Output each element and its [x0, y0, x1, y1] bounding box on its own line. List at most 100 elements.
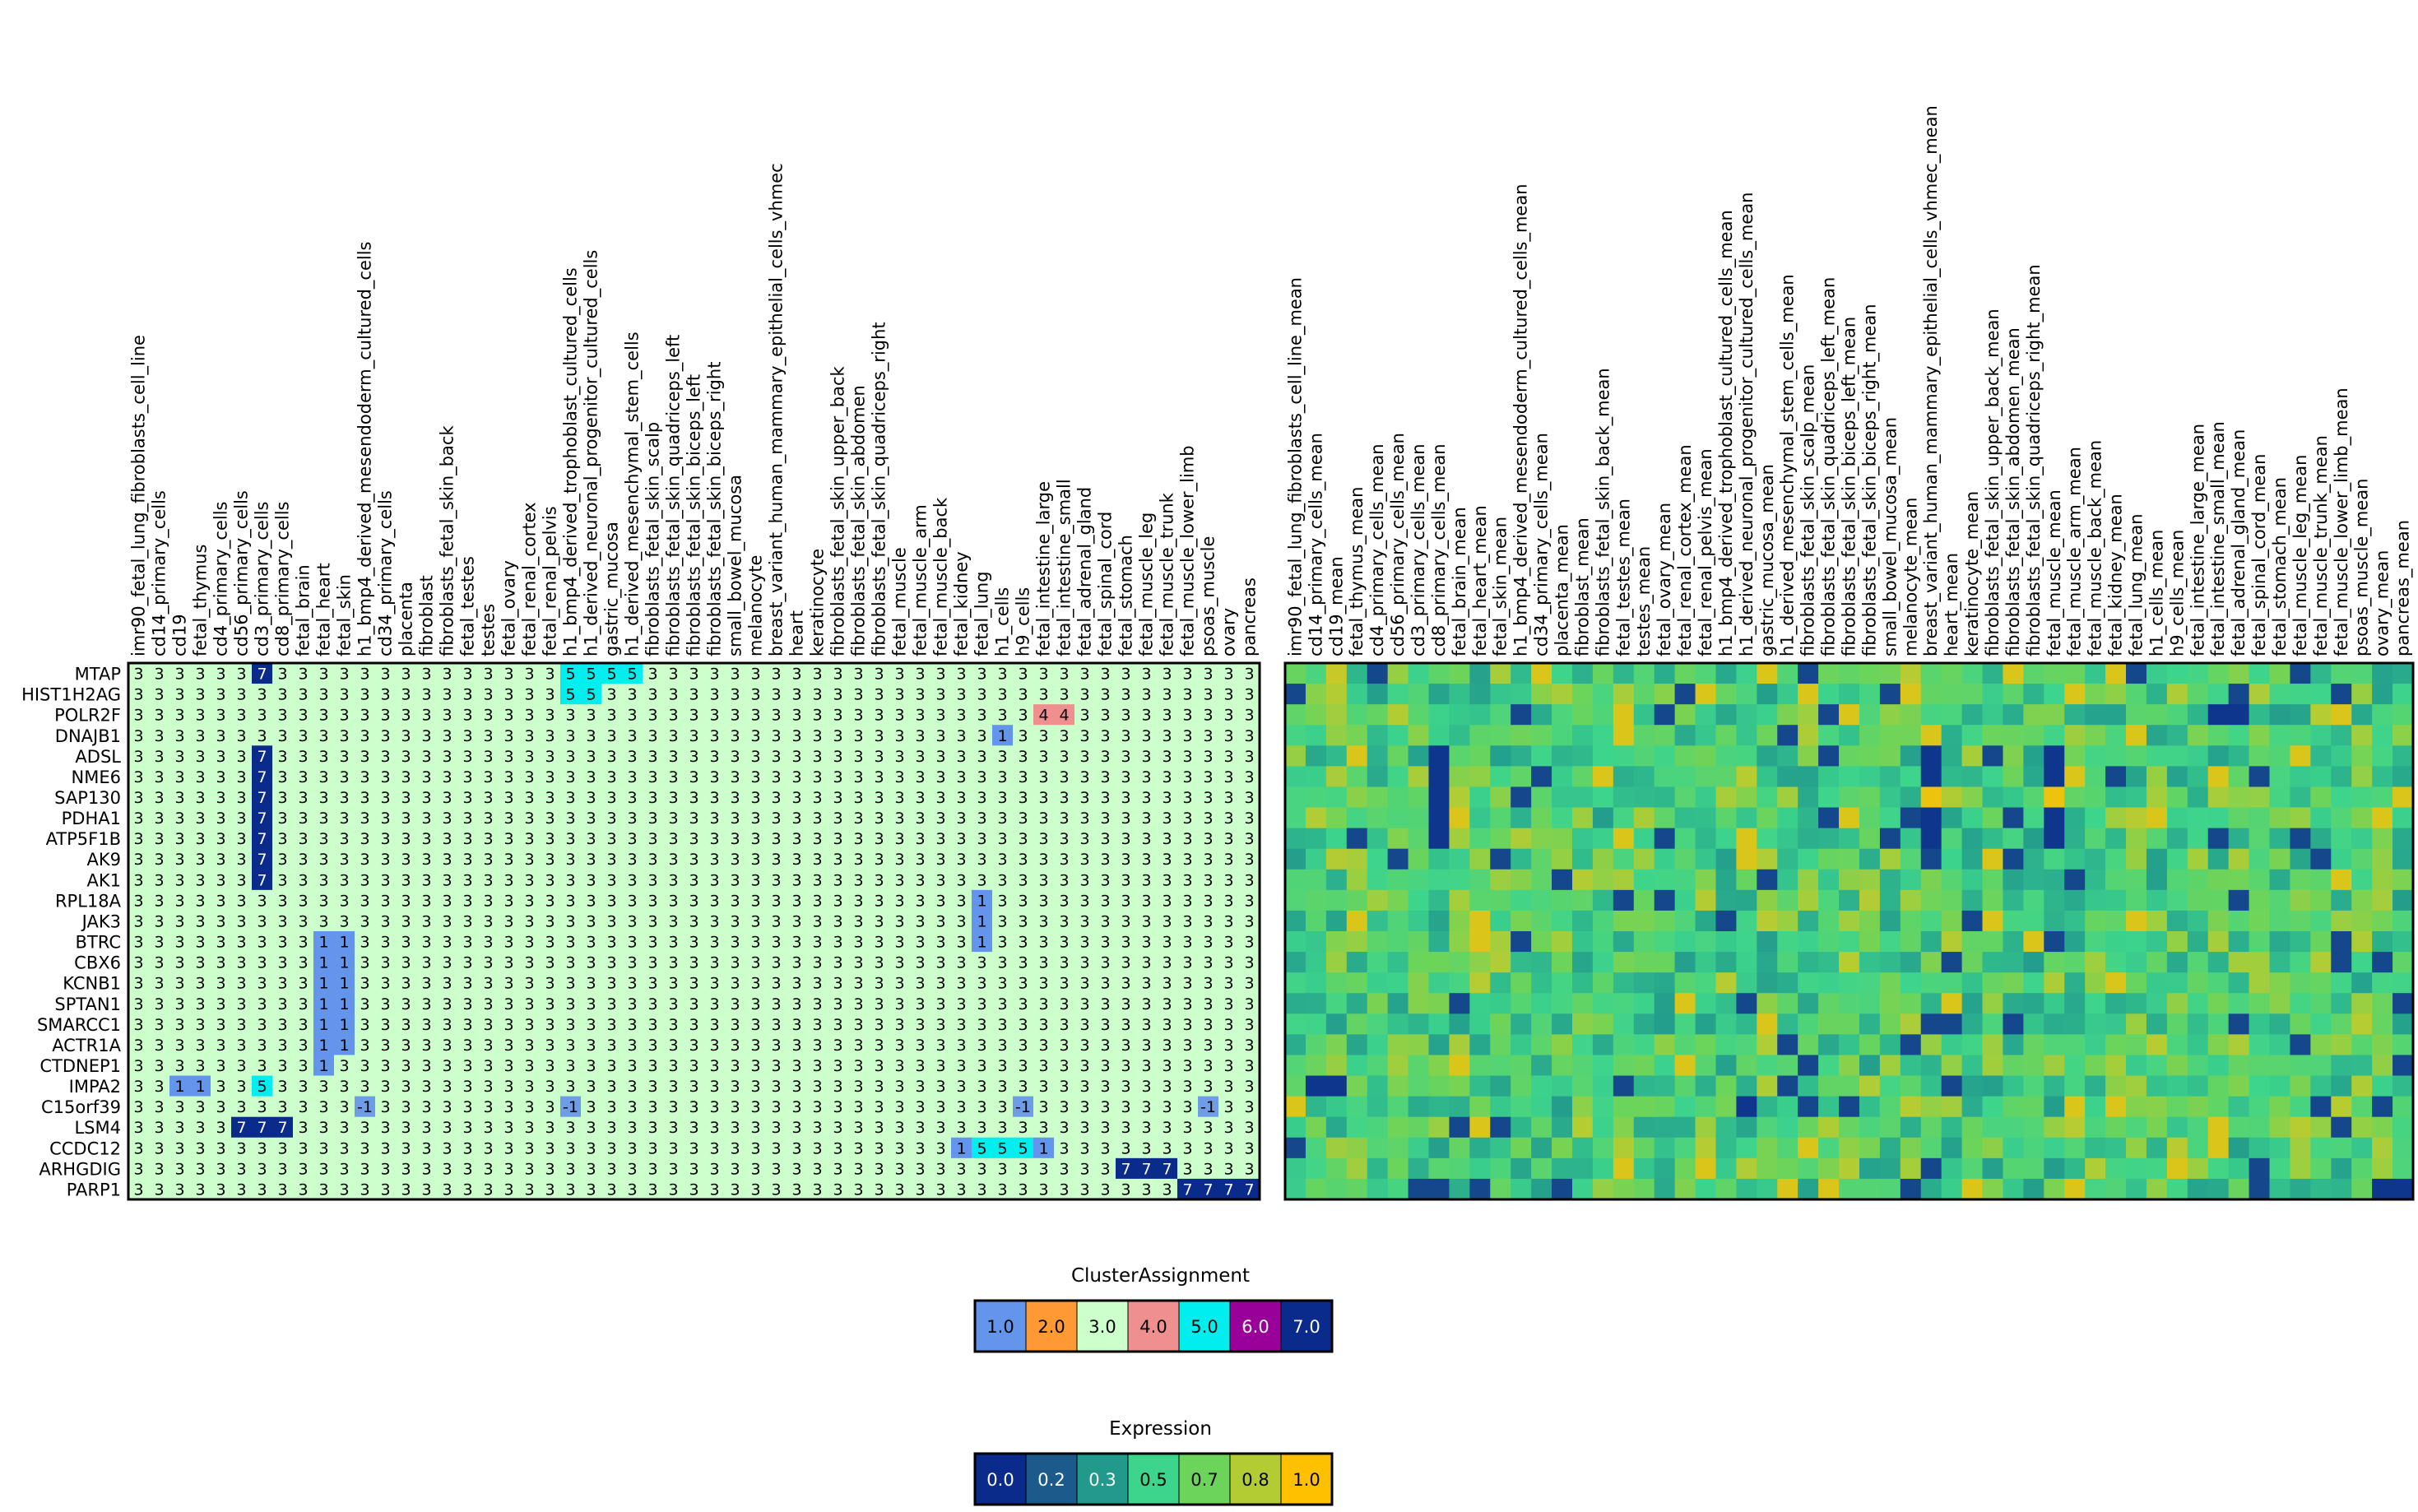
- expression-cell: [1674, 1096, 1696, 1118]
- cluster-cell-label: 3: [647, 707, 657, 725]
- expression-cell: [2003, 1055, 2024, 1076]
- column-label: fetal_thymus: [191, 545, 211, 656]
- cluster-cell-label: 3: [1203, 892, 1213, 910]
- cluster-cell-label: 3: [668, 912, 678, 930]
- cluster-cell: [643, 663, 664, 684]
- expression-cell: [1982, 910, 2003, 932]
- column-label: fibroblasts_fetal_skin_back: [438, 425, 458, 656]
- cluster-cell-label: 3: [689, 727, 698, 745]
- column-label: cd19: [170, 614, 190, 656]
- column-label: cd34_primary_cells_mean: [1532, 433, 1552, 656]
- cluster-cell-label: 3: [298, 666, 308, 684]
- expression-cell: [1818, 1178, 1840, 1200]
- cluster-cell-label: 3: [380, 892, 390, 910]
- cluster-cell-label: 3: [730, 1057, 740, 1075]
- cluster-cell-label: 3: [730, 892, 740, 910]
- cluster-cell-label: 3: [421, 768, 431, 786]
- expression-cell: [1777, 1034, 1798, 1055]
- expression-cell: [1982, 1137, 2003, 1159]
- expression-cell: [1736, 1034, 1757, 1055]
- cluster-cell-label: 3: [1079, 975, 1089, 993]
- cluster-cell-label: 3: [174, 789, 184, 807]
- cluster-cell-label: 3: [1141, 1016, 1151, 1034]
- cluster-cell-label: 3: [935, 1119, 945, 1137]
- expression-cell: [1757, 889, 1778, 911]
- expression-cell: [2105, 910, 2127, 932]
- cluster-cell-label: 3: [1141, 748, 1151, 766]
- row-label: ADSL: [75, 747, 121, 767]
- cluster-cell-label: 3: [1244, 666, 1254, 684]
- expression-cell: [1305, 1096, 1327, 1118]
- expression-cell: [2351, 1116, 2373, 1139]
- expression-cell: [2187, 663, 2209, 684]
- cluster-cell-label: 3: [771, 809, 781, 828]
- expression-cell: [1552, 725, 1573, 746]
- cluster-cell-label: 3: [894, 851, 904, 869]
- cluster-cell: [1033, 745, 1055, 767]
- cluster-cell-label: 3: [1223, 686, 1233, 704]
- column-label: h1_derived_neuronal_progenitor_cultured_…: [582, 250, 602, 656]
- cluster-cell-label: 7: [257, 666, 267, 684]
- expression-cell: [1818, 889, 1840, 911]
- expression-cell: [1305, 704, 1327, 726]
- cluster-cell: [1218, 725, 1240, 746]
- cluster-cell-label: 3: [257, 1139, 267, 1157]
- expression-cell: [1571, 828, 1594, 850]
- cluster-cell-label: 3: [462, 1057, 472, 1075]
- cluster-cell: [1033, 725, 1055, 746]
- expression-cell: [1511, 745, 1532, 767]
- cluster-cell-label: 3: [956, 892, 966, 910]
- expression-cell: [2207, 807, 2230, 829]
- cluster-cell-label: 3: [689, 1037, 698, 1055]
- expression-cell: [1613, 910, 1635, 932]
- cluster-cell-label: 3: [483, 830, 493, 848]
- cluster-cell-label: 3: [401, 912, 411, 930]
- expression-cell: [1552, 889, 1573, 911]
- cluster-cell-label: 3: [257, 707, 267, 725]
- cluster-cell-label: 3: [524, 809, 534, 828]
- cluster-cell-label: 3: [1059, 995, 1069, 1013]
- cluster-cell-label: 3: [565, 954, 575, 972]
- cluster-cell-label: 3: [380, 727, 390, 745]
- expression-cell: [2249, 972, 2270, 994]
- cluster-cell-label: 3: [1223, 892, 1233, 910]
- expression-cell: [1674, 725, 1696, 746]
- expression-cell: [1552, 869, 1573, 891]
- expression-cell: [2105, 663, 2127, 684]
- cluster-cell-label: 3: [586, 995, 596, 1013]
- expression-cell: [2310, 745, 2332, 767]
- expression-cell: [1490, 663, 1511, 684]
- cluster-cell: [1054, 684, 1075, 705]
- cluster-cell-label: 3: [401, 1180, 411, 1199]
- expression-cell: [2249, 1157, 2270, 1180]
- expression-cell: [1449, 910, 1470, 932]
- cluster-cell-label: 3: [1162, 912, 1172, 930]
- cluster-cell-label: 3: [236, 1016, 246, 1034]
- expression-cell: [2023, 725, 2044, 746]
- expression-cell: [1695, 889, 1716, 911]
- expression-cell: [2187, 952, 2209, 973]
- cluster-cell-label: 3: [442, 748, 452, 766]
- expression-cell: [2105, 993, 2127, 1014]
- expression-cell: [2023, 993, 2044, 1014]
- cluster-cell-label: 3: [1121, 727, 1130, 745]
- cluster-cell-label: 3: [216, 1016, 225, 1034]
- cluster-cell-label: 3: [647, 727, 657, 745]
- expression-cell: [1285, 807, 1306, 829]
- expression-cell: [1325, 889, 1348, 911]
- expression-cell: [1961, 910, 1983, 932]
- expression-cell: [1305, 993, 1327, 1014]
- expression-cell: [2290, 1137, 2311, 1159]
- cluster-cell-label: 3: [853, 1057, 863, 1075]
- cluster-cell-label: 3: [647, 851, 657, 869]
- cluster-cell: [128, 766, 150, 787]
- cluster-cell-label: 3: [318, 789, 328, 807]
- cluster-cell-label: 3: [380, 934, 390, 952]
- expression-cell: [1531, 828, 1552, 850]
- expression-cell: [1428, 1096, 1450, 1118]
- column-label: small_bowel_mucosa_mean: [1880, 417, 1901, 656]
- cluster-cell-label: 3: [504, 1016, 513, 1034]
- cluster-cell-label: 3: [709, 871, 719, 889]
- cluster-cell-label: 5: [565, 666, 575, 684]
- expression-cell: [1285, 972, 1306, 994]
